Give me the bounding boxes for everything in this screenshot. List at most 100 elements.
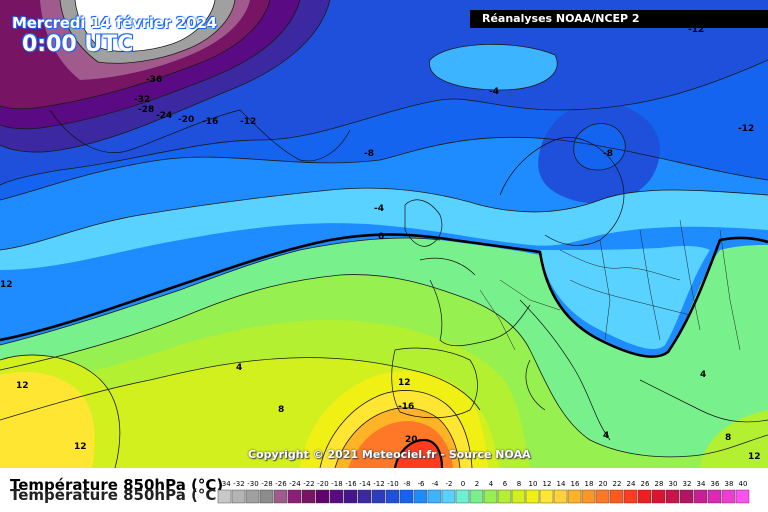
- scale-swatch: [693, 489, 708, 504]
- scale-tick-label: -16: [345, 480, 357, 488]
- temperature-field: -36 -32 -28 -24 -20 -16 -12 -12 -12 -8 -…: [0, 0, 768, 468]
- iso-label-minus-12-c: -12: [738, 124, 754, 134]
- scale-swatch: [679, 489, 694, 504]
- scale-tick-label: -6: [418, 480, 426, 488]
- scale-tick-label: 36: [711, 480, 720, 488]
- scale-tick-label: -10: [387, 480, 398, 488]
- scale-tick-label: 34: [697, 480, 706, 488]
- borders: [479, 219, 741, 351]
- scale-tick-label: -24: [289, 480, 301, 488]
- scale-tick-label: 6: [503, 480, 508, 488]
- iso-label-20: 20: [405, 435, 418, 445]
- scale-tick-label: 0: [461, 480, 465, 488]
- iso-label-minus-8-a: -8: [364, 149, 374, 159]
- iso-label-4-a: 4: [236, 363, 242, 373]
- scale-tick-label: 22: [613, 480, 622, 488]
- scale-swatch: [721, 489, 736, 504]
- iso-label-minus-24: -24: [156, 111, 172, 121]
- scale-swatch: [413, 489, 428, 504]
- iso-label-8-a: 8: [278, 405, 284, 415]
- scale-swatch: [357, 489, 372, 504]
- iso-label-16: -16: [398, 402, 414, 412]
- scale-swatch: [343, 489, 358, 504]
- scale-swatch: [525, 489, 540, 504]
- scale-swatch: [595, 489, 610, 504]
- scale-tick-label: 18: [585, 480, 594, 488]
- scale-swatch: [539, 489, 554, 504]
- atlantic-warm-lobe: [429, 44, 558, 90]
- scale-swatch: [399, 489, 414, 504]
- time-title: 0:00 UTC: [22, 32, 134, 57]
- scale-tick-label: 32: [683, 480, 692, 488]
- copyright-text: Copyright © 2021 Meteociel.fr - Source N…: [248, 448, 531, 461]
- scale-tick-label: 28: [655, 480, 664, 488]
- scale-swatch: [329, 489, 344, 504]
- scale-tick-label: -28: [261, 480, 272, 488]
- scale-tick-label: 2: [475, 480, 479, 488]
- scale-swatch: [301, 489, 316, 504]
- scale-swatch: [651, 489, 666, 504]
- scale-swatch: [231, 489, 246, 504]
- scale-tick-label: -26: [275, 480, 287, 488]
- scale-tick-label: -32: [233, 480, 244, 488]
- iso-label-12-c: 12: [398, 378, 411, 388]
- iso-label-12-b: 12: [16, 381, 29, 391]
- legend-title-shadow: Température 850hPa (°C): [10, 486, 224, 504]
- scale-tick-label: -14: [359, 480, 371, 488]
- scale-tick-label: -18: [331, 480, 342, 488]
- atlantic-warm-pool: [0, 371, 95, 468]
- scale-swatch: [245, 489, 260, 504]
- scale-tick-label: 12: [543, 480, 552, 488]
- iso-label-minus-4-b: -4: [374, 204, 384, 214]
- scale-swatch: [469, 489, 484, 504]
- scale-swatch: [637, 489, 652, 504]
- scale-swatch: [511, 489, 526, 504]
- iso-label-minus-36: -36: [146, 75, 162, 85]
- scale-swatch: [315, 489, 330, 504]
- legend-title: Température 850hPa (°C): [10, 476, 224, 494]
- scale-swatch: [707, 489, 722, 504]
- scale-swatch: [567, 489, 582, 504]
- scale-swatch: [259, 489, 274, 504]
- plus-20-contour: [393, 438, 444, 468]
- scale-tick-label: -30: [247, 480, 258, 488]
- band-minus-36: [75, 0, 215, 52]
- scale-tick-label: 40: [739, 480, 748, 488]
- iso-label-12-d: 12: [748, 452, 761, 462]
- scale-tick-label: -8: [404, 480, 411, 488]
- scale-swatch: [665, 489, 680, 504]
- iso-label-4-c: 4: [700, 370, 706, 380]
- iso-label-4-b: 4: [603, 431, 609, 441]
- scale-tick-label: 20: [599, 480, 608, 488]
- isotherm-lines: [0, 0, 768, 468]
- scale-swatch: [483, 489, 498, 504]
- iso-label-minus-32: -32: [134, 95, 150, 105]
- scale-swatch: [455, 489, 470, 504]
- scale-tick-label: -4: [432, 480, 440, 488]
- iso-label-minus-20: -20: [178, 115, 194, 125]
- scale-swatch: [385, 489, 400, 504]
- scale-tick-label: 4: [489, 480, 494, 488]
- scale-tick-label: 24: [627, 480, 636, 488]
- iso-label-minus-12-a: -12: [240, 117, 256, 127]
- scale-tick-label: 30: [669, 480, 678, 488]
- scale-swatch: [553, 489, 568, 504]
- scale-tick-label: -34: [219, 480, 231, 488]
- date-title: Mercredi 14 février 2024: [12, 14, 217, 32]
- iso-label-minus-4-a: -4: [489, 87, 499, 97]
- scale-swatch: [217, 489, 232, 504]
- scale-tick-label: 26: [641, 480, 650, 488]
- scale-tick-label: 16: [571, 480, 580, 488]
- scale-swatch: [371, 489, 386, 504]
- iso-label-minus-12-b: -12: [688, 25, 704, 35]
- iso-label-12-e: 12: [74, 442, 87, 452]
- scale-tick-label: -12: [373, 480, 384, 488]
- east-med-warm: [700, 410, 768, 468]
- isotherm-labels: -36 -32 -28 -24 -20 -16 -12 -12 -12 -8 -…: [0, 25, 761, 462]
- scale-tick-label: 38: [725, 480, 734, 488]
- scale-tick-label: -20: [317, 480, 328, 488]
- color-scale: -34 -32 -30 -28 -26 -24 -22 -20 -18 -16 -14 -12 -10-…: [217, 480, 750, 504]
- scale-tick-label: 8: [517, 480, 521, 488]
- temperature-map: -36 -32 -28 -24 -20 -16 -12 -12 -12 -8 -…: [0, 0, 768, 468]
- iso-label-minus-28: -28: [138, 105, 154, 115]
